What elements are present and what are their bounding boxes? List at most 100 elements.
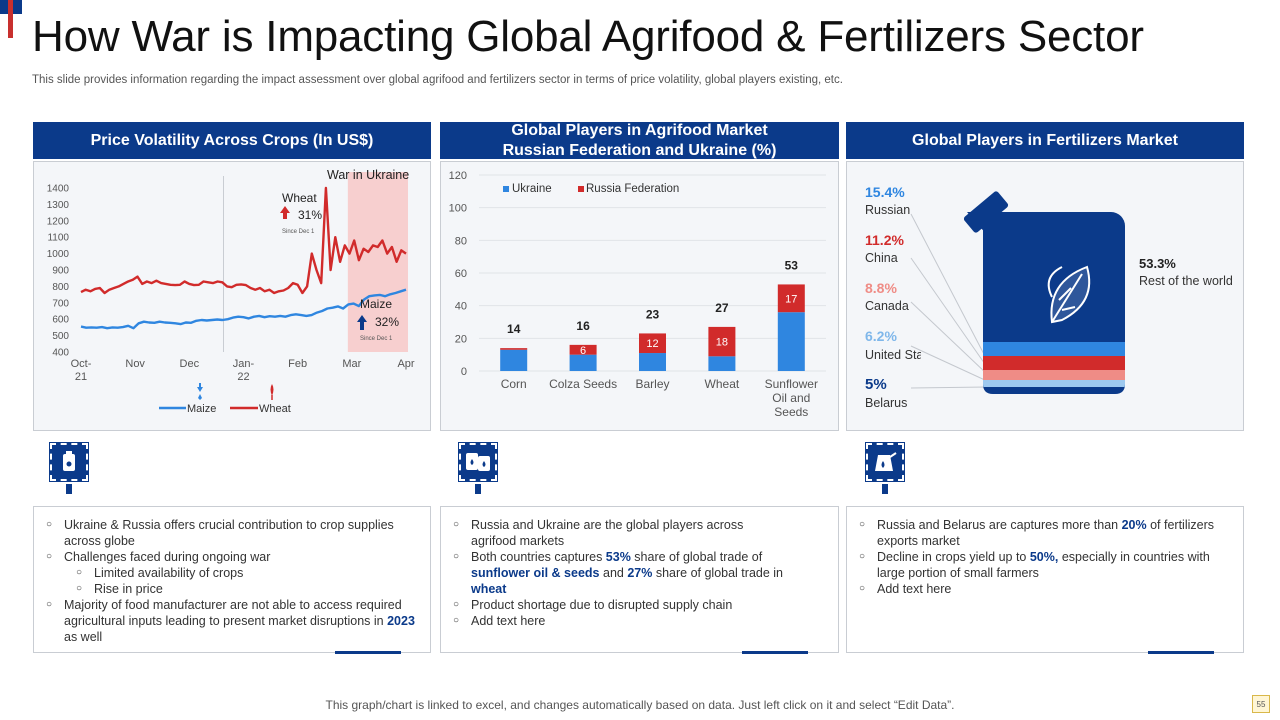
page-title: How War is Impacting Global Agrifood & F… [32, 12, 1144, 61]
note-text: as well [64, 630, 103, 644]
note-highlight: 20% [1121, 518, 1147, 532]
bar-total-label: 16 [576, 319, 590, 333]
bar-total-label: 14 [507, 322, 521, 336]
maize-change: 32% [375, 315, 399, 329]
fill-united-states [983, 380, 1125, 387]
bar-segment-ukraine [569, 354, 597, 371]
wheat-legend-icon [270, 384, 274, 400]
bar-segment-russia-federation [639, 333, 666, 354]
wheat-change: 31% [298, 208, 322, 222]
belarus-label: Belarus [865, 396, 908, 410]
x-tick-label: Feb [288, 358, 307, 370]
rest-of-world-label: Rest of the world [1139, 274, 1233, 288]
badge-stem [66, 484, 72, 494]
bar-segment-ukraine [708, 356, 736, 371]
list-item: Rise in price [46, 581, 420, 597]
title-accent-bar [8, 0, 13, 38]
fertilizer-jerrycan-graphic [910, 191, 1125, 394]
russian-label: Russian [865, 203, 911, 217]
list-item: Decline in crops yield up to 50%, especi… [859, 549, 1233, 581]
rest-of-world-pct: 53.3% [1139, 256, 1176, 271]
wheat-legend-label: Wheat [259, 403, 291, 415]
fertilizers-header: Global Players in Fertilizers Market [846, 122, 1244, 159]
list-item: Russia and Ukraine are the global player… [453, 517, 788, 549]
bar-total-label: 53 [785, 258, 799, 272]
wheat-up-arrow-icon [280, 206, 290, 219]
fertilizer-bag-icon [865, 442, 905, 482]
price-volatility-chart: 1400 1300 1200 1100 1000 900 800 700 600 500 400 O… [47, 168, 415, 415]
jerrycan-icon [963, 191, 1125, 394]
right-notes-box: Russia and Belarus are captures more tha… [846, 506, 1244, 653]
bar-segment-russia-federation [500, 348, 528, 350]
fill-canada [983, 370, 1125, 380]
y-tick-label: 1300 [47, 200, 70, 211]
note-highlight: sunflower oil & seeds [471, 566, 600, 580]
bar-segment-russia-federation [777, 284, 805, 313]
china-label: China [865, 251, 898, 265]
y-tick-label: 1200 [47, 216, 70, 227]
y-tick-label: 40 [455, 301, 467, 313]
note-highlight: 2023 [387, 614, 415, 628]
bar-segment-russia-federation [708, 326, 736, 357]
united-states-pct: 6.2% [865, 328, 897, 344]
y-tick-label: 100 [449, 203, 467, 215]
agrifood-title-line2: Russian Federation and Ukraine (%) [502, 141, 777, 159]
price-volatility-title: Price Volatility Across Crops (In US$) [90, 131, 374, 149]
note-text: Decline in crops yield up to [877, 550, 1030, 564]
right-box-underbar [1148, 651, 1214, 654]
note-highlight: wheat [471, 582, 507, 596]
russia-legend-swatch [578, 186, 584, 192]
y-tick-label: 0 [461, 366, 467, 378]
leaf-icon [1047, 265, 1091, 324]
page-subtitle: This slide provides information regardin… [32, 74, 843, 86]
price-chart-panel: 1400 1300 1200 1100 1000 900 800 700 600 500 400 O… [33, 161, 431, 431]
fill-belarus [983, 384, 1125, 394]
fuel-can-icon [49, 442, 89, 482]
canada-label: Canada [865, 299, 909, 313]
segment-label: 17 [785, 293, 797, 305]
bar-segment-russia-federation [569, 344, 597, 355]
note-text: share of global trade of [630, 550, 763, 564]
x-tick-label: Apr [397, 358, 414, 370]
bar-segment-ukraine [500, 349, 528, 371]
x-tick-label: Jan-22 [233, 358, 255, 383]
category-label: Sunflower Oil and Seeds [765, 377, 818, 419]
list-item: Add text here [859, 581, 1233, 597]
note-highlight: 27% [627, 566, 653, 580]
y-tick-label: 120 [449, 170, 467, 182]
list-item: Limited availability of crops [46, 565, 420, 581]
note-highlight: 53% [605, 550, 631, 564]
maize-legend-icon [197, 383, 203, 400]
fertilizer-bag-badge [865, 442, 905, 494]
list-item: Russia and Belarus are captures more tha… [859, 517, 1233, 549]
y-tick-label: 60 [455, 268, 467, 280]
list-item: Ukraine & Russia offers crucial contribu… [46, 517, 420, 549]
category-label: Wheat [705, 377, 740, 391]
bar-segment-ukraine [639, 353, 666, 371]
category-label: Colza Seeds [549, 377, 617, 391]
wheat-annotation-label: Wheat [282, 191, 317, 205]
price-volatility-header: Price Volatility Across Crops (In US$) [33, 122, 431, 159]
y-tick-label: 900 [52, 266, 69, 277]
maize-annotation-label: Maize [360, 297, 392, 311]
y-tick-label: 400 [52, 348, 69, 359]
fertilizers-title: Global Players in Fertilizers Market [912, 131, 1178, 149]
x-tick-label: Dec [180, 358, 200, 370]
y-tick-label: 700 [52, 298, 69, 309]
agrifood-chart-panel: 0 20 40 60 80 100 120 14 Corn 6 16 Colza Seeds 12 23… [440, 161, 839, 431]
canada-pct: 8.8% [865, 280, 897, 296]
war-label: War in Ukraine [327, 168, 409, 182]
wheat-since: Since Dec 1 [282, 229, 315, 235]
united-states-label: United States [865, 348, 921, 362]
ukraine-legend-label: Ukraine [512, 183, 552, 195]
x-tick-label: Nov [125, 358, 145, 370]
note-text: especially in countries with large porti… [877, 550, 1210, 580]
china-pct: 11.2% [865, 232, 904, 248]
maize-legend-label: Maize [187, 403, 216, 415]
bar-total-label: 27 [715, 301, 729, 315]
y-tick-label: 20 [455, 333, 467, 345]
note-text: Both countries captures [471, 550, 606, 564]
wheat-price-line [80, 186, 407, 295]
connector-lines [910, 213, 988, 389]
badge-stem [475, 484, 481, 494]
